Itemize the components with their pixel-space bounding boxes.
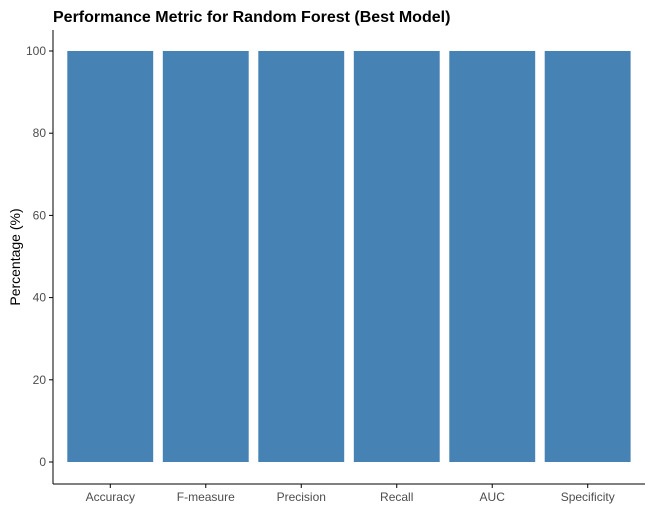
y-axis: 0 20 40 60 80 100 xyxy=(26,30,54,484)
x-tick-label: F-measure xyxy=(177,490,235,504)
y-tick-label: 80 xyxy=(33,126,47,140)
bar-auc xyxy=(449,51,536,462)
bar-f-measure xyxy=(162,51,249,462)
y-tick-label: 0 xyxy=(39,455,46,469)
y-tick-label: 60 xyxy=(33,208,47,222)
x-tick-label: Accuracy xyxy=(86,490,135,504)
y-tick-label: 40 xyxy=(33,291,47,305)
y-tick-label: 100 xyxy=(26,44,46,58)
y-axis-title: Percentage (%) xyxy=(7,208,23,305)
y-tick-label: 20 xyxy=(33,373,47,387)
bar-precision xyxy=(258,51,345,462)
chart-title: Performance Metric for Random Forest (Be… xyxy=(53,9,450,26)
x-axis: Accuracy F-measure Precision Recall AUC Speci… xyxy=(53,483,645,504)
x-tick-label: Recall xyxy=(380,490,413,504)
x-tick-label: Specificity xyxy=(561,490,615,504)
bar-accuracy xyxy=(67,51,154,462)
x-tick-label: AUC xyxy=(480,490,506,504)
bar-specificity xyxy=(544,51,631,462)
bar-recall xyxy=(353,51,440,462)
x-tick-label: Precision xyxy=(277,490,326,504)
bars-group xyxy=(67,51,631,462)
